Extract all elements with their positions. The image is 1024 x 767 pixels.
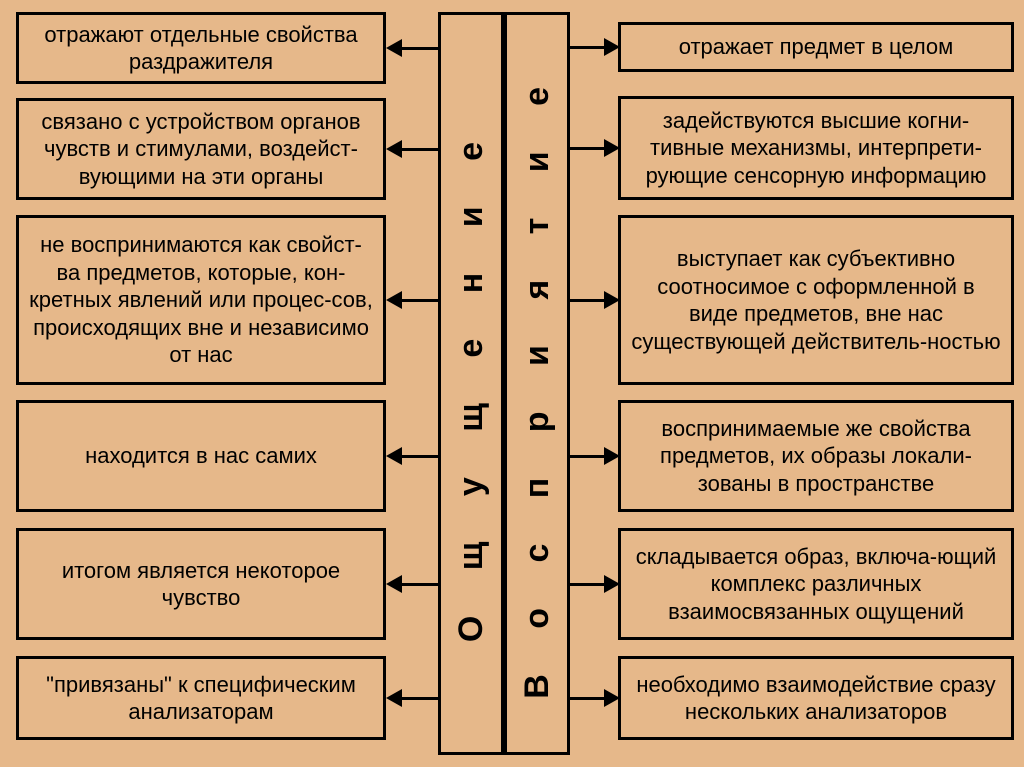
arrow-head-right-4 xyxy=(604,447,620,465)
left-box-5-text: итогом является некоторое чувство xyxy=(29,557,373,612)
center-col-right: В о с п р и я т и е xyxy=(504,12,570,755)
arrow-left-1 xyxy=(400,47,438,50)
center-columns: О щ у щ е н и е В о с п р и я т и е xyxy=(438,12,570,755)
arrow-right-2 xyxy=(570,147,606,150)
left-box-1-text: отражают отдельные свойства раздражителя xyxy=(29,21,373,76)
left-box-6: "привязаны" к специфическим анализаторам xyxy=(16,656,386,740)
arrow-right-6 xyxy=(570,697,606,700)
arrow-head-left-2 xyxy=(386,140,402,158)
left-box-4-text: находится в нас самих xyxy=(85,442,317,470)
right-box-6: необходимо взаимодействие сразу нескольк… xyxy=(618,656,1014,740)
arrow-right-4 xyxy=(570,455,606,458)
right-box-5-text: складывается образ, включа-ющий комплекс… xyxy=(631,543,1001,626)
arrow-left-6 xyxy=(400,697,438,700)
arrow-left-2 xyxy=(400,148,438,151)
left-box-1: отражают отдельные свойства раздражителя xyxy=(16,12,386,84)
arrow-left-5 xyxy=(400,583,438,586)
left-box-5: итогом является некоторое чувство xyxy=(16,528,386,640)
arrow-head-right-3 xyxy=(604,291,620,309)
left-box-2: связано с устройством органов чувств и с… xyxy=(16,98,386,200)
arrow-head-right-6 xyxy=(604,689,620,707)
left-box-2-text: связано с устройством органов чувств и с… xyxy=(29,108,373,191)
arrow-head-right-1 xyxy=(604,38,620,56)
center-label-left: О щ у щ е н и е xyxy=(452,124,491,642)
arrow-head-left-6 xyxy=(386,689,402,707)
arrow-head-left-3 xyxy=(386,291,402,309)
right-box-3-text: выступает как субъективно соотносимое с … xyxy=(631,245,1001,355)
right-box-5: складывается образ, включа-ющий комплекс… xyxy=(618,528,1014,640)
left-box-3: не воспринимаются как свойст-ва предмето… xyxy=(16,215,386,385)
left-box-4: находится в нас самих xyxy=(16,400,386,512)
right-box-6-text: необходимо взаимодействие сразу нескольк… xyxy=(631,671,1001,726)
center-label-right: В о с п р и я т и е xyxy=(518,69,557,699)
arrow-head-right-2 xyxy=(604,139,620,157)
arrow-left-4 xyxy=(400,455,438,458)
center-col-left: О щ у щ е н и е xyxy=(438,12,504,755)
right-box-3: выступает как субъективно соотносимое с … xyxy=(618,215,1014,385)
arrow-right-5 xyxy=(570,583,606,586)
right-box-4-text: воспринимаемые же свойства предметов, их… xyxy=(631,415,1001,498)
right-box-2-text: задействуются высшие когни-тивные механи… xyxy=(631,107,1001,190)
arrow-head-left-5 xyxy=(386,575,402,593)
arrow-head-right-5 xyxy=(604,575,620,593)
left-box-6-text: "привязаны" к специфическим анализаторам xyxy=(29,671,373,726)
right-box-4: воспринимаемые же свойства предметов, их… xyxy=(618,400,1014,512)
arrow-left-3 xyxy=(400,299,438,302)
left-box-3-text: не воспринимаются как свойст-ва предмето… xyxy=(29,231,373,369)
right-box-1: отражает предмет в целом xyxy=(618,22,1014,72)
arrow-right-3 xyxy=(570,299,606,302)
right-box-2: задействуются высшие когни-тивные механи… xyxy=(618,96,1014,200)
right-box-1-text: отражает предмет в целом xyxy=(679,33,954,61)
arrow-head-left-1 xyxy=(386,39,402,57)
arrow-head-left-4 xyxy=(386,447,402,465)
arrow-right-1 xyxy=(570,46,606,49)
